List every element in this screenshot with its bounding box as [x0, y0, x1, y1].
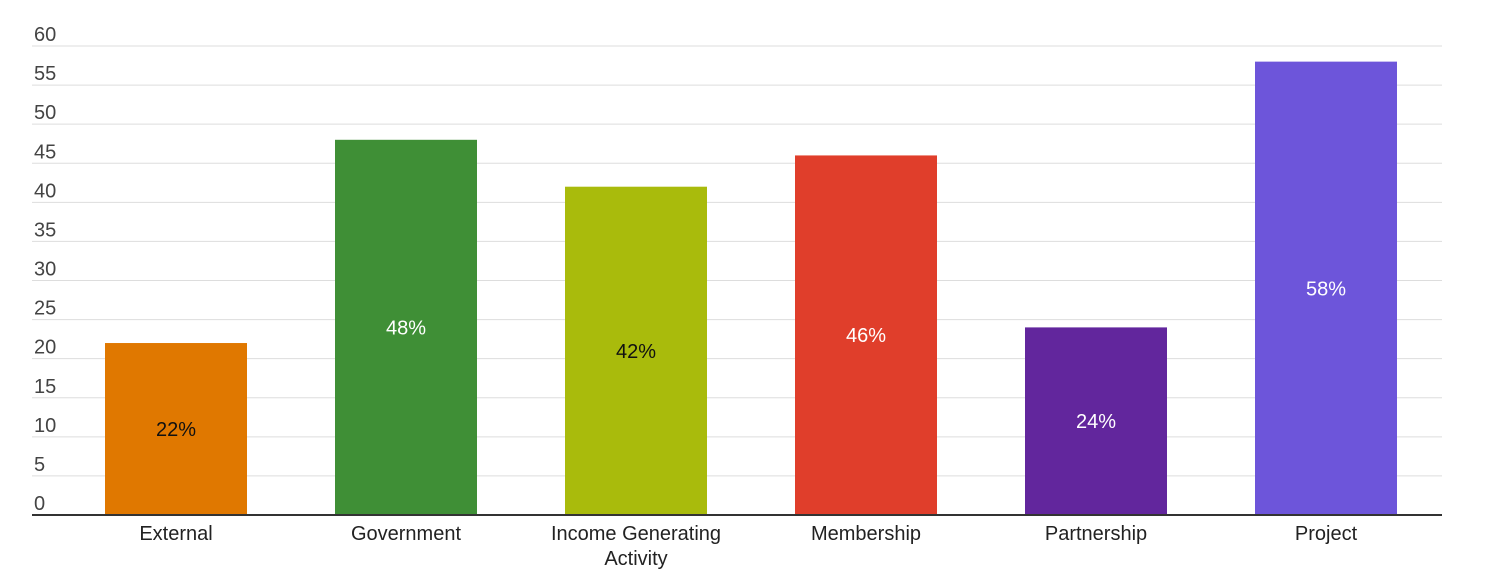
bar[interactable] [795, 155, 937, 515]
y-tick-label: 55 [34, 63, 56, 85]
x-category-label-line: Activity [604, 548, 667, 570]
y-tick-label: 45 [34, 141, 56, 163]
bar[interactable] [1025, 327, 1167, 515]
bar-data-label: 42% [616, 341, 656, 363]
gridlines [32, 45, 1442, 477]
x-axis-labels: External Government Income Generating Activ… [139, 523, 1357, 570]
x-category-label: Income Generating Activity [551, 523, 721, 570]
x-category-label-line: Partnership [1045, 523, 1147, 545]
bar[interactable] [335, 139, 477, 516]
x-category-label-line: Membership [811, 523, 921, 545]
x-category-label: Project [1295, 523, 1358, 545]
x-category-label: Membership [811, 523, 921, 545]
bar-data-label: 22% [156, 419, 196, 441]
x-category-label-line: Income Generating [551, 523, 721, 545]
y-tick-label: 30 [34, 259, 56, 281]
x-category-label-line: Project [1295, 523, 1358, 545]
y-tick-label: 35 [34, 219, 56, 241]
y-tick-label: 40 [34, 180, 56, 202]
y-tick-label: 5 [34, 454, 45, 476]
y-tick-label: 15 [34, 376, 56, 398]
bar-data-label: 48% [386, 317, 426, 339]
bar-data-label: 58% [1306, 278, 1346, 300]
bar[interactable] [565, 186, 707, 515]
x-category-label: External [139, 523, 212, 545]
x-category-label: Partnership [1045, 523, 1147, 545]
bar[interactable] [1255, 61, 1397, 516]
y-tick-label: 20 [34, 337, 56, 359]
bar[interactable] [105, 343, 247, 515]
y-tick-label: 25 [34, 298, 56, 320]
x-category-label-line: Government [351, 523, 461, 545]
bar-data-labels: 22% 48% 42% 46% 24% 58% [156, 278, 1346, 441]
y-tick-label: 60 [34, 24, 56, 46]
bars [105, 61, 1397, 516]
y-tick-label: 10 [34, 415, 56, 437]
y-tick-label: 50 [34, 102, 56, 124]
bar-data-label: 24% [1076, 411, 1116, 433]
bar-data-label: 46% [846, 325, 886, 347]
y-axis-ticks: 0 5 10 15 20 25 30 35 40 45 50 55 60 [34, 24, 56, 515]
y-tick-label: 0 [34, 493, 45, 515]
x-category-label: Government [351, 523, 461, 545]
x-category-label-line: External [139, 523, 212, 545]
